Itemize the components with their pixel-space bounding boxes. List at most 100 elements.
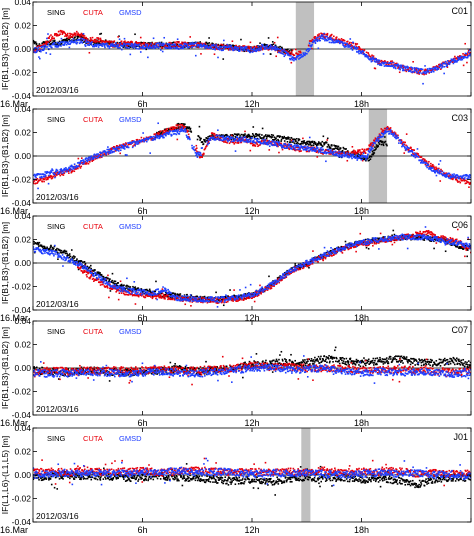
data-point bbox=[256, 49, 258, 52]
data-point bbox=[457, 181, 459, 183]
data-point bbox=[280, 52, 283, 55]
data-point bbox=[410, 71, 413, 73]
data-point bbox=[356, 47, 359, 49]
data-point bbox=[371, 54, 373, 57]
data-point bbox=[145, 43, 147, 45]
data-point bbox=[125, 145, 128, 148]
data-point bbox=[43, 173, 45, 176]
data-point bbox=[178, 133, 181, 135]
data-point bbox=[77, 268, 80, 271]
data-point bbox=[59, 174, 62, 177]
data-point bbox=[263, 135, 266, 138]
data-point bbox=[251, 133, 254, 135]
data-point bbox=[166, 43, 168, 45]
data-point bbox=[266, 44, 269, 47]
data-point bbox=[187, 136, 190, 138]
data-point bbox=[454, 175, 457, 178]
data-point bbox=[442, 174, 444, 177]
data-point bbox=[127, 41, 130, 43]
data-point bbox=[172, 127, 174, 130]
data-point bbox=[286, 141, 289, 143]
data-point bbox=[372, 143, 374, 145]
data-point bbox=[208, 42, 211, 44]
data-point bbox=[301, 147, 304, 149]
y-tick-label: -0.04 bbox=[12, 198, 32, 208]
data-point bbox=[302, 142, 304, 145]
data-point bbox=[240, 141, 243, 144]
data-point bbox=[274, 49, 276, 51]
data-point bbox=[137, 45, 140, 47]
data-point bbox=[60, 252, 63, 254]
data-point bbox=[82, 38, 84, 40]
data-point bbox=[271, 41, 274, 43]
data-point bbox=[119, 152, 121, 155]
data-point bbox=[181, 45, 184, 48]
data-point bbox=[467, 54, 470, 57]
data-point bbox=[172, 43, 174, 46]
data-point bbox=[428, 160, 430, 163]
data-point bbox=[328, 41, 331, 44]
data-point bbox=[164, 132, 167, 135]
data-point bbox=[35, 179, 38, 181]
data-point bbox=[115, 147, 117, 150]
data-point bbox=[337, 155, 340, 158]
data-point bbox=[44, 42, 47, 45]
data-point bbox=[60, 249, 63, 252]
data-point bbox=[426, 166, 428, 169]
data-point bbox=[267, 140, 270, 142]
data-point bbox=[408, 150, 410, 152]
data-point bbox=[377, 63, 379, 66]
data-point bbox=[253, 141, 255, 144]
data-point bbox=[248, 134, 251, 137]
data-point bbox=[168, 132, 171, 134]
data-point bbox=[176, 41, 178, 43]
data-point bbox=[131, 146, 134, 149]
data-point bbox=[217, 44, 220, 46]
data-point bbox=[407, 67, 409, 70]
data-point bbox=[142, 46, 144, 48]
data-point bbox=[163, 133, 166, 135]
data-point bbox=[389, 62, 392, 64]
data-point bbox=[237, 141, 239, 143]
data-point bbox=[144, 42, 146, 44]
data-point bbox=[144, 46, 147, 49]
data-point bbox=[335, 147, 338, 150]
data-point bbox=[171, 45, 173, 48]
data-point bbox=[276, 142, 279, 145]
data-point bbox=[67, 170, 70, 173]
data-point bbox=[456, 59, 459, 61]
data-point bbox=[162, 295, 165, 297]
data-point bbox=[57, 41, 59, 44]
data-point bbox=[62, 44, 64, 46]
data-point bbox=[56, 169, 59, 172]
data-point bbox=[359, 47, 361, 50]
data-point bbox=[466, 61, 468, 64]
data-point bbox=[218, 134, 220, 137]
data-point bbox=[330, 144, 333, 146]
data-point bbox=[62, 174, 65, 176]
data-point bbox=[204, 141, 207, 143]
data-point bbox=[336, 39, 339, 41]
data-point bbox=[174, 41, 176, 44]
data-point bbox=[382, 133, 385, 136]
data-point bbox=[128, 43, 131, 45]
data-point bbox=[188, 42, 190, 44]
data-point bbox=[291, 145, 294, 148]
data-point bbox=[68, 172, 70, 174]
data-point bbox=[98, 154, 101, 157]
data-point bbox=[124, 40, 126, 43]
data-point bbox=[143, 292, 146, 295]
data-point bbox=[275, 139, 278, 142]
data-point bbox=[158, 135, 160, 137]
data-point bbox=[382, 135, 384, 138]
data-point bbox=[206, 137, 209, 140]
data-point bbox=[179, 126, 181, 128]
data-point bbox=[432, 170, 434, 172]
data-point bbox=[413, 152, 416, 154]
data-point bbox=[123, 145, 126, 148]
data-point bbox=[244, 139, 247, 141]
data-point bbox=[288, 136, 290, 139]
data-point bbox=[40, 244, 43, 247]
data-point bbox=[68, 35, 70, 37]
data-point bbox=[346, 153, 349, 156]
